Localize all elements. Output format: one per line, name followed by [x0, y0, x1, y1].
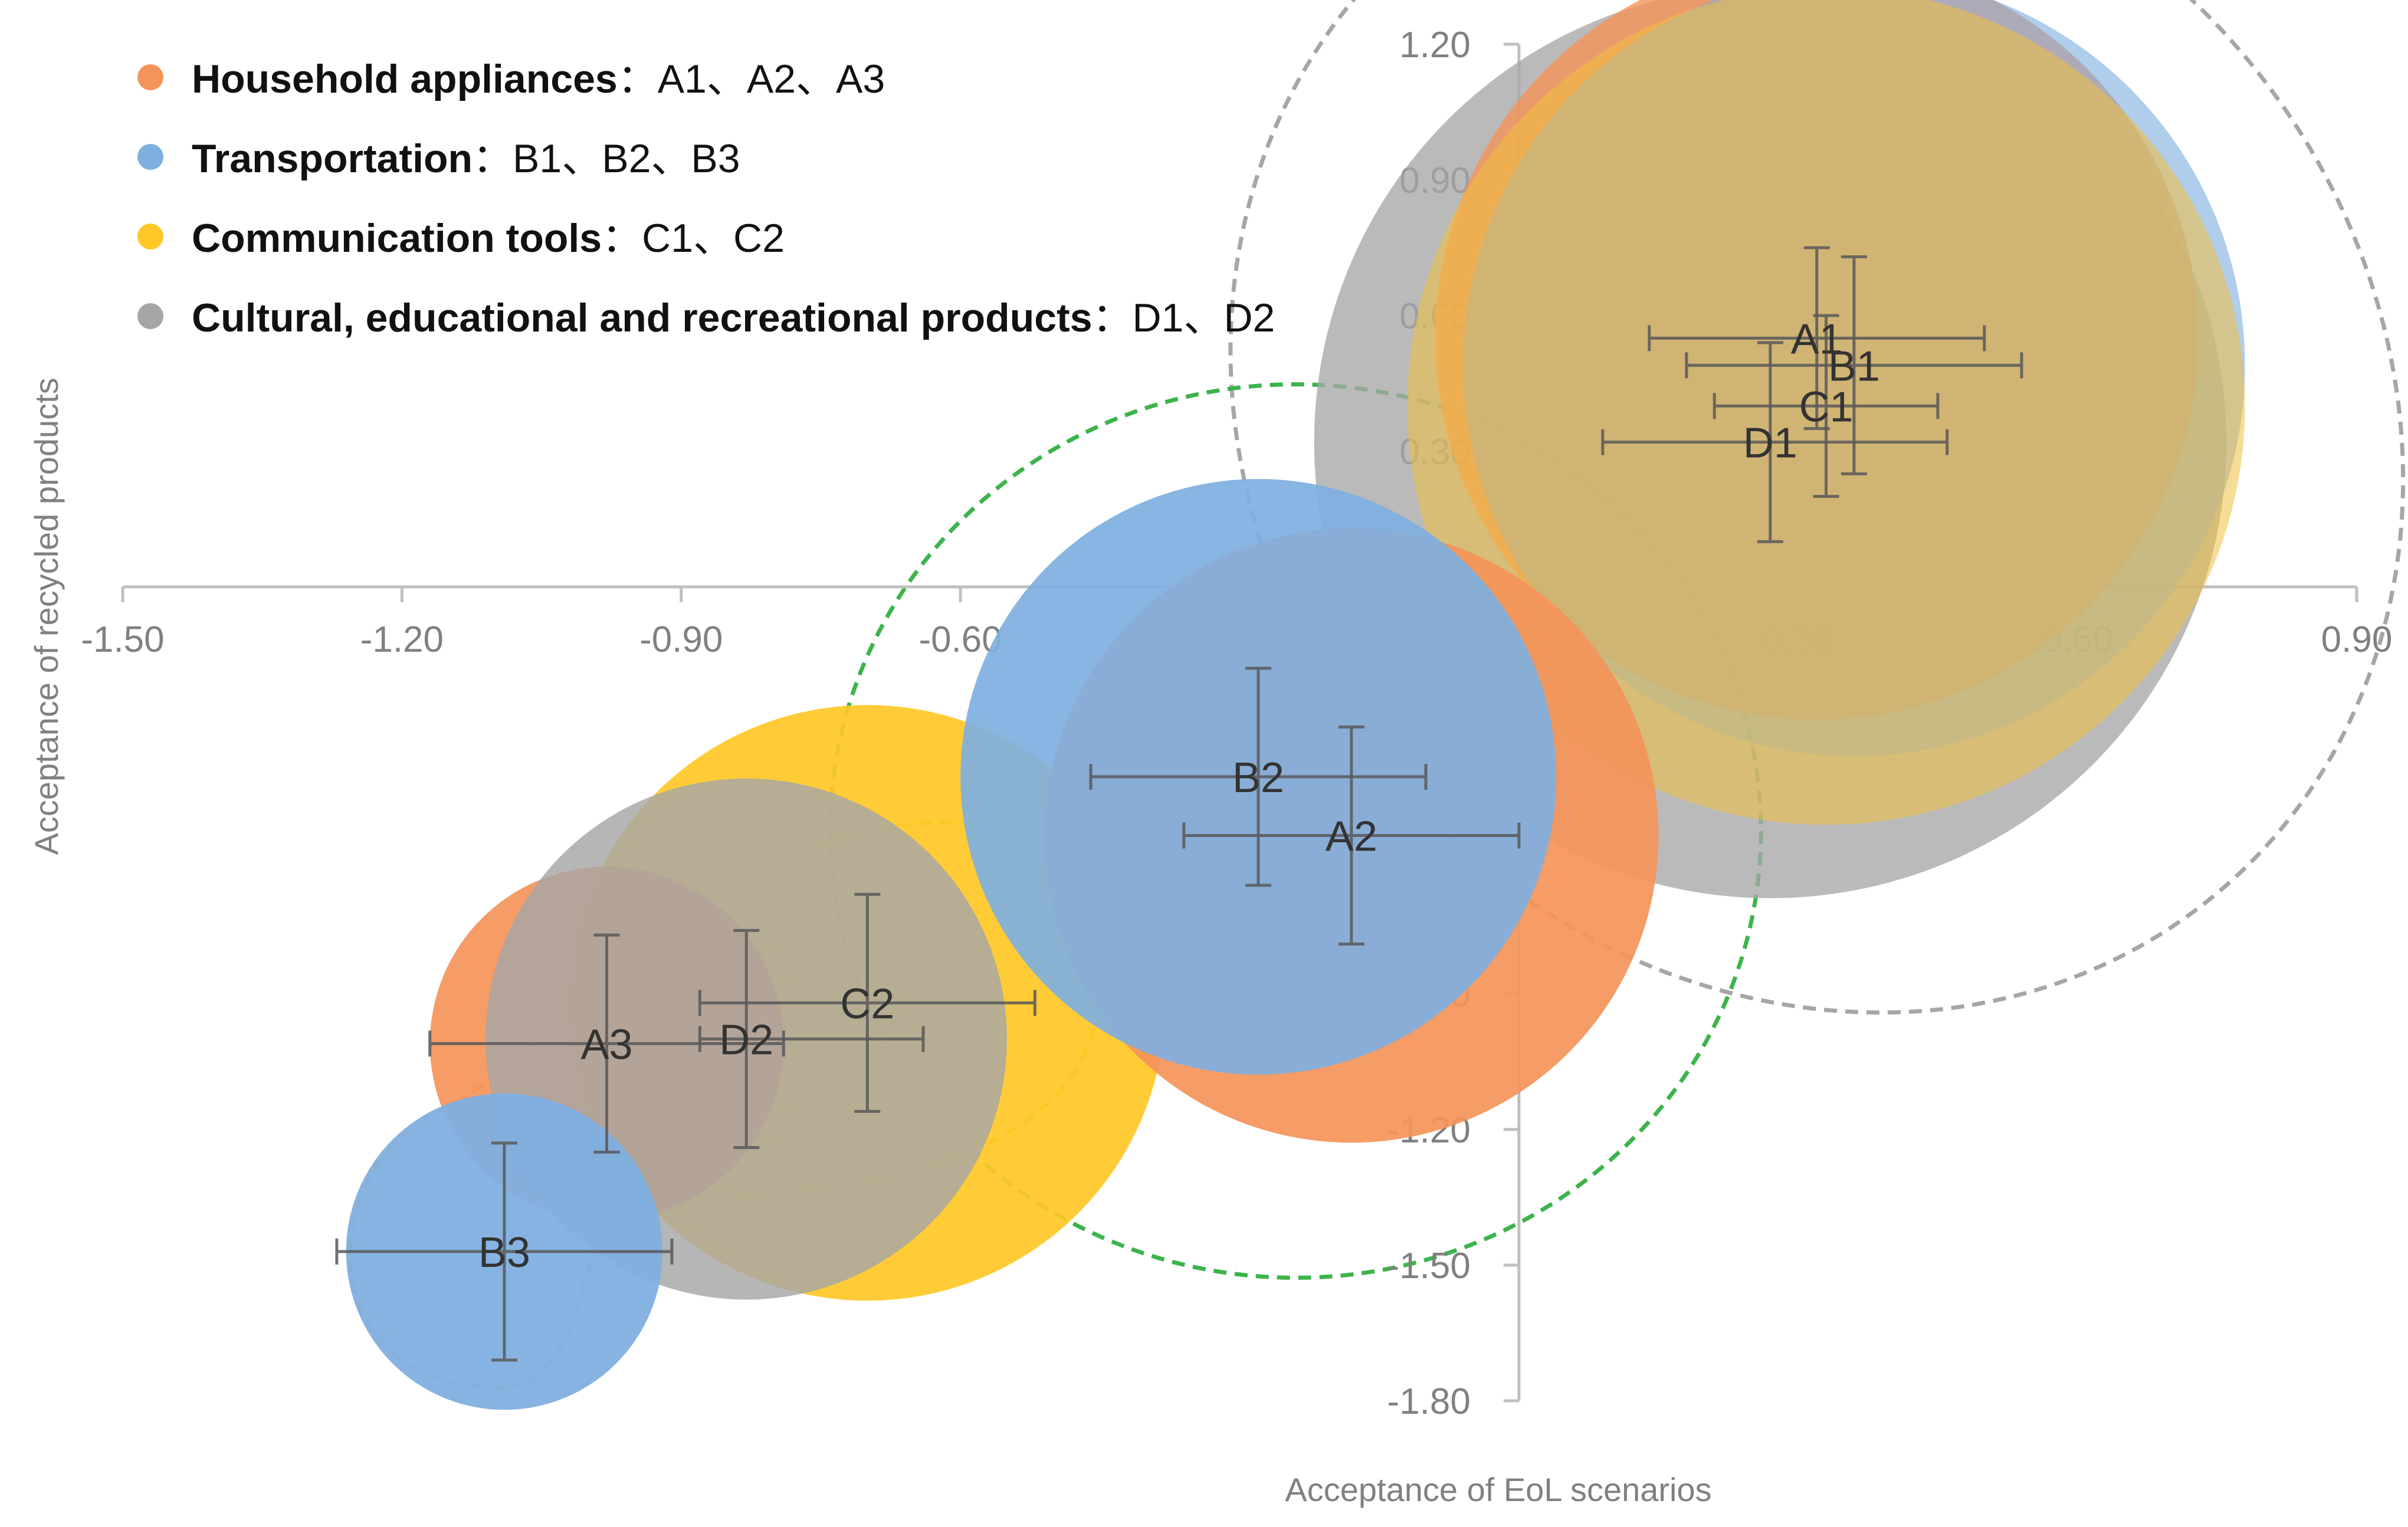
legend-category: Communication tools — [192, 216, 602, 261]
error-bar-a3 — [428, 933, 785, 1154]
legend-entry: Communication tools：C1、C2 — [137, 216, 785, 261]
error-bar-c1 — [1712, 314, 1940, 498]
error-bar-d1 — [1601, 341, 1949, 543]
bubble-label-d2: D2 — [719, 1017, 773, 1064]
error-bar-a1 — [1648, 246, 1986, 431]
legend-text: Communication tools：C1、C2 — [192, 216, 785, 261]
legend-marker — [137, 64, 163, 90]
bubble-label-b3: B3 — [478, 1229, 530, 1276]
legend-members: ：A1、A2、A3 — [618, 57, 885, 101]
legend-category: Transportation — [192, 136, 473, 181]
y-tick-label: 1.20 — [1399, 25, 1471, 65]
legend-category: Household appliances — [192, 57, 618, 101]
legend-category: Cultural, educational and recreational p… — [192, 295, 1093, 340]
error-bar-c2 — [698, 892, 1036, 1113]
y-tick-label: -1.80 — [1387, 1381, 1471, 1422]
bubble-label-c1: C1 — [1799, 383, 1853, 431]
error-bars — [335, 246, 2023, 1362]
x-tick-label: -0.90 — [639, 619, 723, 660]
x-axis-title: Acceptance of EoL scenarios — [1285, 1471, 1711, 1508]
bubble-label-b1: B1 — [1828, 343, 1880, 390]
legend-text: Cultural, educational and recreational p… — [192, 295, 1275, 340]
legend-text: Household appliances：A1、A2、A3 — [192, 57, 885, 101]
error-bar-b2 — [1089, 666, 1428, 887]
y-axis-title: Acceptance of recycled products — [28, 377, 65, 855]
x-tick-label: -1.20 — [360, 619, 444, 660]
bubble-label-a2: A2 — [1326, 813, 1377, 861]
error-bar-d2 — [698, 929, 925, 1150]
legend: Household appliances：A1、A2、A3 Transportat… — [137, 57, 1275, 340]
bubbles — [346, 0, 2245, 1410]
x-tick-label: -1.50 — [81, 619, 164, 660]
bubble-label-a1: A1 — [1791, 316, 1843, 363]
legend-text: Transportation：B1、B2、B3 — [192, 136, 740, 181]
legend-entry: Household appliances：A1、A2、A3 — [137, 57, 885, 101]
legend-marker — [137, 224, 163, 249]
bubble-label-c2: C2 — [840, 980, 894, 1027]
bubble-label-a3: A3 — [580, 1021, 632, 1068]
y-tick-label: -1.50 — [1387, 1246, 1471, 1286]
error-bar-b1 — [1685, 255, 2023, 475]
legend-entry: Transportation：B1、B2、B3 — [137, 136, 740, 181]
legend-entry: Cultural, educational and recreational p… — [137, 295, 1275, 340]
bubble-label-d1: D1 — [1743, 420, 1797, 467]
x-tick-label: 0.90 — [2321, 619, 2393, 660]
legend-members: ：C1、C2 — [602, 216, 785, 261]
error-bar-b3 — [335, 1141, 674, 1362]
error-bar-a2 — [1182, 725, 1521, 946]
legend-members: ：B1、B2、B3 — [473, 136, 740, 181]
legend-marker — [137, 144, 163, 170]
legend-members: ：D1、D2 — [1093, 295, 1275, 340]
bubble-label-b2: B2 — [1232, 754, 1284, 802]
legend-marker — [137, 303, 163, 329]
